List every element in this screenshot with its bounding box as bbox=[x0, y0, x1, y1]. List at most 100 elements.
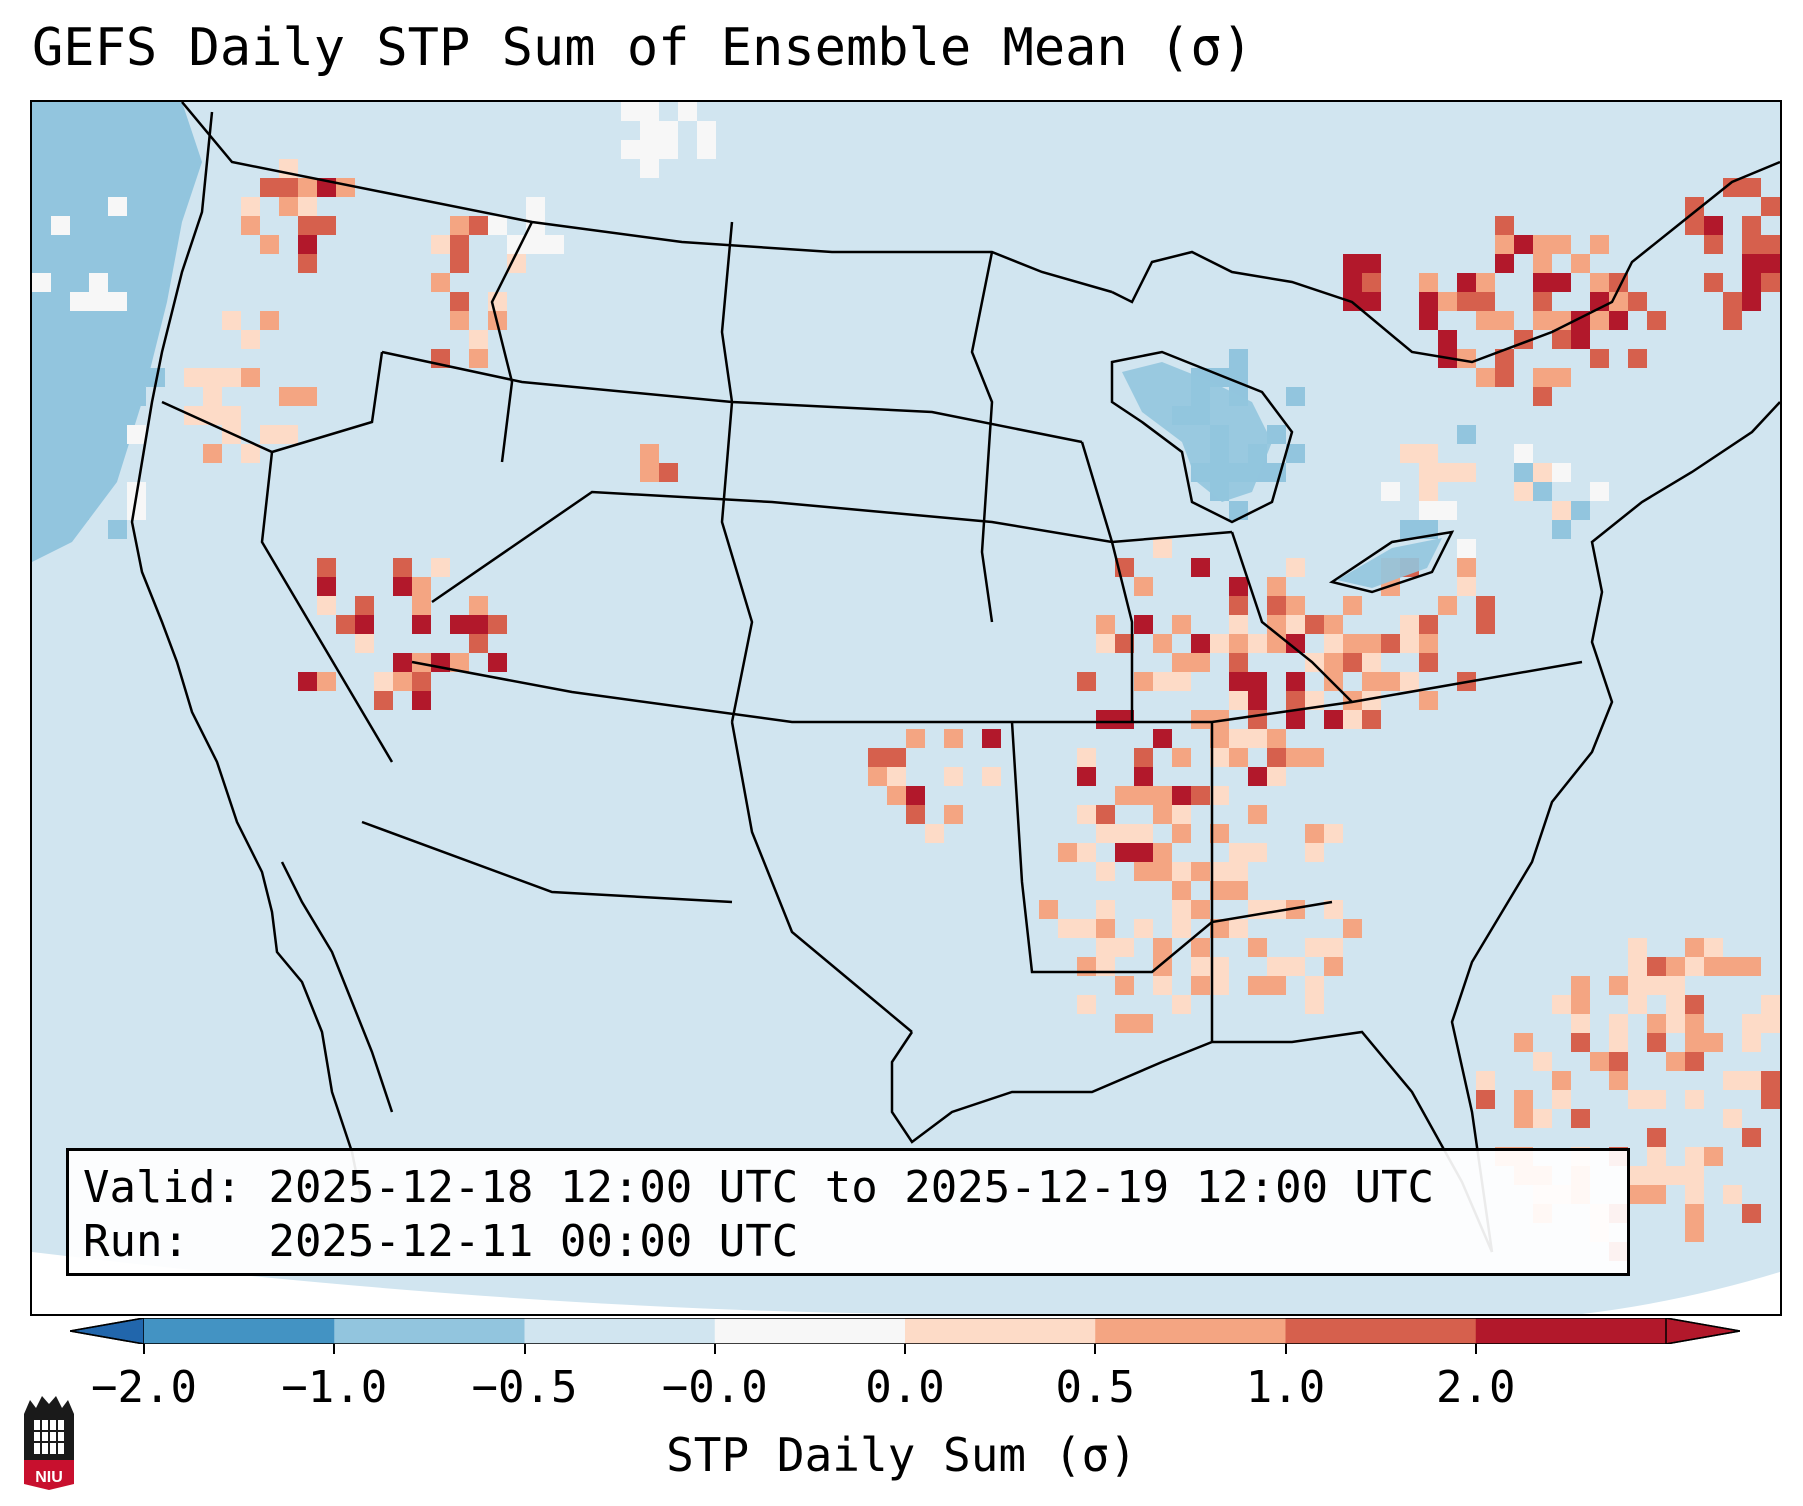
stp-cell bbox=[1267, 976, 1286, 995]
stp-cell bbox=[1647, 976, 1666, 995]
stp-cell bbox=[1533, 311, 1552, 330]
stp-cell bbox=[640, 463, 659, 482]
stp-cell bbox=[1115, 824, 1134, 843]
stp-cell bbox=[1286, 615, 1305, 634]
run-label: Run: bbox=[83, 1216, 189, 1267]
stp-cell bbox=[431, 273, 450, 292]
stp-cell bbox=[1229, 862, 1248, 881]
stp-cell bbox=[1609, 1052, 1628, 1071]
stp-cell bbox=[1742, 254, 1761, 273]
stp-cell bbox=[1229, 349, 1248, 368]
colorbar-tick bbox=[904, 1344, 906, 1354]
stp-cell bbox=[1343, 710, 1362, 729]
colorbar-extend-high bbox=[1665, 1318, 1740, 1344]
stp-cell bbox=[1115, 938, 1134, 957]
stp-cell bbox=[1685, 1223, 1704, 1242]
stp-cell bbox=[1343, 273, 1362, 292]
stp-cell bbox=[1134, 824, 1153, 843]
stp-cell bbox=[1229, 691, 1248, 710]
colorbar-tick-label: −0.5 bbox=[471, 1362, 578, 1413]
stp-cell bbox=[944, 729, 963, 748]
great-lakes-outline bbox=[1110, 350, 1294, 524]
stp-cell bbox=[1552, 1090, 1571, 1109]
stp-cell bbox=[1609, 1033, 1628, 1052]
stp-cell bbox=[1609, 1071, 1628, 1090]
stp-cell bbox=[1685, 1166, 1704, 1185]
stp-cell bbox=[89, 292, 108, 311]
state-line-8 bbox=[361, 820, 733, 904]
stp-cell bbox=[1229, 881, 1248, 900]
stp-cell bbox=[1552, 368, 1571, 387]
stp-cell bbox=[374, 672, 393, 691]
stp-cell bbox=[1324, 957, 1343, 976]
stp-cell bbox=[317, 558, 336, 577]
lakes-fill bbox=[1122, 362, 1442, 588]
stp-cell bbox=[1419, 634, 1438, 653]
stp-cell bbox=[1286, 596, 1305, 615]
stp-cell bbox=[1457, 577, 1476, 596]
stp-cell bbox=[1666, 1052, 1685, 1071]
stp-cell bbox=[1533, 292, 1552, 311]
colorbar-tick-label: 1.0 bbox=[1245, 1362, 1326, 1413]
stp-cell bbox=[241, 330, 260, 349]
stp-cell bbox=[1419, 653, 1438, 672]
colorbar-tick bbox=[143, 1344, 145, 1354]
stp-cell bbox=[260, 425, 279, 444]
stp-cell bbox=[1723, 1185, 1742, 1204]
valid-label: Valid: bbox=[83, 1162, 242, 1213]
stp-cell bbox=[393, 672, 412, 691]
stp-cell bbox=[1324, 938, 1343, 957]
stp-cell bbox=[1172, 615, 1191, 634]
stp-cell bbox=[298, 216, 317, 235]
stp-cell bbox=[1115, 976, 1134, 995]
stp-cell bbox=[412, 596, 431, 615]
stp-cell bbox=[640, 159, 659, 178]
stp-cell bbox=[1191, 938, 1210, 957]
stp-cell bbox=[1438, 463, 1457, 482]
stp-cell bbox=[1286, 634, 1305, 653]
stp-cell bbox=[1457, 273, 1476, 292]
stp-cell bbox=[89, 330, 108, 349]
stp-cell bbox=[1761, 197, 1780, 216]
lake-erie-outline bbox=[1328, 530, 1455, 594]
stp-cell bbox=[621, 102, 640, 121]
stp-cell bbox=[1761, 1071, 1780, 1090]
stp-cell bbox=[1419, 292, 1438, 311]
stp-cell bbox=[1761, 1090, 1780, 1109]
stp-cell bbox=[279, 387, 298, 406]
stp-cell bbox=[241, 368, 260, 387]
stp-cell bbox=[222, 406, 241, 425]
stp-cell bbox=[1210, 919, 1229, 938]
stp-cell bbox=[203, 406, 222, 425]
stp-cell bbox=[1229, 653, 1248, 672]
stp-cell bbox=[1096, 634, 1115, 653]
stp-cell bbox=[1267, 596, 1286, 615]
stp-cell bbox=[1514, 235, 1533, 254]
stp-cell bbox=[1172, 786, 1191, 805]
stp-cell bbox=[1685, 1090, 1704, 1109]
stp-cell bbox=[1058, 843, 1077, 862]
stp-cell bbox=[1229, 919, 1248, 938]
stp-cell bbox=[1476, 615, 1495, 634]
stp-cell bbox=[1457, 425, 1476, 444]
state-line-6 bbox=[381, 350, 1083, 444]
colorbar-tick bbox=[1474, 1344, 1477, 1354]
stp-cell bbox=[279, 197, 298, 216]
stp-cell bbox=[1514, 444, 1533, 463]
stp-cell bbox=[108, 292, 127, 311]
stp-cell bbox=[1286, 444, 1305, 463]
us-west-coast bbox=[130, 111, 364, 1203]
stp-cell bbox=[640, 444, 659, 463]
stp-cell bbox=[1533, 482, 1552, 501]
chart-title: GEFS Daily STP Sum of Ensemble Mean (σ) bbox=[32, 18, 1253, 78]
stp-cell bbox=[1552, 501, 1571, 520]
stp-cell bbox=[1096, 824, 1115, 843]
stp-cell bbox=[1533, 235, 1552, 254]
stp-cell bbox=[1153, 539, 1172, 558]
stp-cell bbox=[298, 387, 317, 406]
stp-cell bbox=[1495, 311, 1514, 330]
stp-cell bbox=[1628, 957, 1647, 976]
stp-cell bbox=[1571, 1109, 1590, 1128]
stp-cell bbox=[1457, 292, 1476, 311]
stp-cell bbox=[1134, 767, 1153, 786]
